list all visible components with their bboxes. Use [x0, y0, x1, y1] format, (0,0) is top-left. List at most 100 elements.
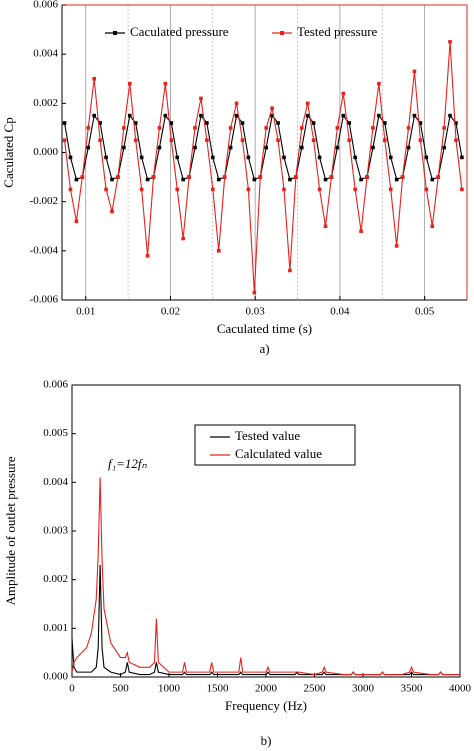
- data-point: [157, 126, 162, 130]
- data-point: [299, 145, 304, 150]
- data-point: [371, 145, 375, 150]
- data-point: [418, 138, 423, 143]
- data-point: [104, 155, 108, 160]
- data-point: [430, 224, 435, 229]
- x-tick-label: 1000: [158, 683, 181, 695]
- data-point: [240, 121, 245, 125]
- data-point: [323, 177, 328, 182]
- data-point: [270, 106, 274, 111]
- data-point: [92, 113, 96, 118]
- legend-label: Caculated pressure: [130, 24, 229, 39]
- data-point: [288, 268, 292, 273]
- data-point: [448, 40, 452, 44]
- data-point: [252, 290, 257, 295]
- data-point: [365, 175, 369, 179]
- data-point: [424, 155, 429, 160]
- data-point: [169, 138, 174, 143]
- data-point: [454, 121, 458, 125]
- data-point: [323, 224, 328, 229]
- data-point: [377, 81, 381, 86]
- data-point: [216, 249, 221, 253]
- series-line: [63, 41, 463, 293]
- x-tick-label: 0.04: [330, 306, 350, 318]
- data-point: [92, 76, 96, 81]
- data-point: [276, 121, 280, 125]
- data-point: [110, 177, 114, 182]
- caption: b): [261, 733, 272, 748]
- data-point: [424, 187, 429, 192]
- y-tick-label: 0.002: [43, 573, 68, 585]
- y-axis-label: Caculated Cp: [1, 117, 16, 187]
- data-point: [187, 175, 191, 179]
- data-point: [252, 177, 257, 182]
- x-tick-label: 0: [69, 683, 75, 695]
- data-point: [133, 138, 138, 143]
- x-axis-label: Caculated time (s): [217, 321, 312, 336]
- data-point: [205, 121, 209, 125]
- data-point: [347, 138, 352, 143]
- data-point: [335, 145, 340, 150]
- data-point: [448, 113, 452, 118]
- legend-label: Calculated value: [235, 446, 322, 461]
- data-point: [169, 121, 174, 125]
- data-point: [181, 236, 185, 241]
- data-point: [442, 145, 446, 150]
- legend-marker: [113, 31, 117, 35]
- y-tick-label: -0.006: [30, 294, 59, 306]
- data-point: [288, 177, 292, 182]
- caption: a): [259, 341, 269, 356]
- data-point: [98, 138, 102, 143]
- data-point: [163, 113, 168, 118]
- y-tick-label: 0.003: [43, 525, 68, 537]
- data-point: [199, 113, 203, 118]
- data-point: [454, 138, 458, 143]
- data-point: [418, 121, 423, 125]
- data-point: [86, 126, 91, 130]
- y-tick-label: 0.004: [33, 48, 58, 60]
- data-point: [282, 155, 286, 160]
- data-point: [205, 138, 209, 143]
- data-point: [199, 96, 203, 101]
- y-axis-label: Amplitude of outlet pressure: [3, 456, 18, 605]
- data-point: [264, 126, 268, 130]
- x-tick-label: 0.03: [246, 306, 266, 318]
- data-point: [388, 155, 393, 160]
- data-point: [145, 177, 150, 182]
- data-point: [359, 177, 363, 182]
- data-point: [181, 177, 185, 182]
- data-point: [193, 126, 197, 130]
- data-point: [394, 244, 399, 248]
- data-point: [305, 101, 310, 106]
- x-tick-label: 0.02: [161, 306, 180, 318]
- data-point: [311, 138, 316, 143]
- x-tick-label: 500: [112, 683, 129, 695]
- y-tick-label: 0.001: [43, 622, 68, 634]
- data-point: [68, 187, 73, 192]
- x-tick-label: 2000: [255, 683, 278, 695]
- data-point: [353, 155, 357, 160]
- data-point: [371, 126, 375, 130]
- data-point: [157, 145, 162, 150]
- data-point: [246, 187, 251, 192]
- y-tick-label: 0.004: [43, 476, 68, 488]
- y-tick-label: -0.002: [30, 195, 58, 207]
- x-tick-label: 3500: [401, 683, 424, 695]
- data-point: [211, 155, 215, 160]
- data-point: [211, 187, 215, 192]
- data-point: [270, 113, 274, 118]
- series-line: [71, 477, 460, 676]
- y-tick-label: 0.005: [43, 427, 68, 439]
- data-point: [133, 121, 138, 125]
- data-point: [74, 177, 79, 182]
- data-point: [406, 145, 411, 150]
- data-point: [122, 145, 126, 150]
- annotation: f₁=12fₙ: [108, 456, 148, 471]
- data-point: [216, 177, 221, 182]
- data-point: [264, 145, 268, 150]
- data-point: [305, 113, 310, 118]
- data-point: [460, 187, 464, 192]
- x-tick-label: 1500: [207, 683, 230, 695]
- y-tick-label: 0.000: [43, 671, 68, 683]
- data-point: [317, 187, 322, 192]
- data-point: [222, 175, 227, 179]
